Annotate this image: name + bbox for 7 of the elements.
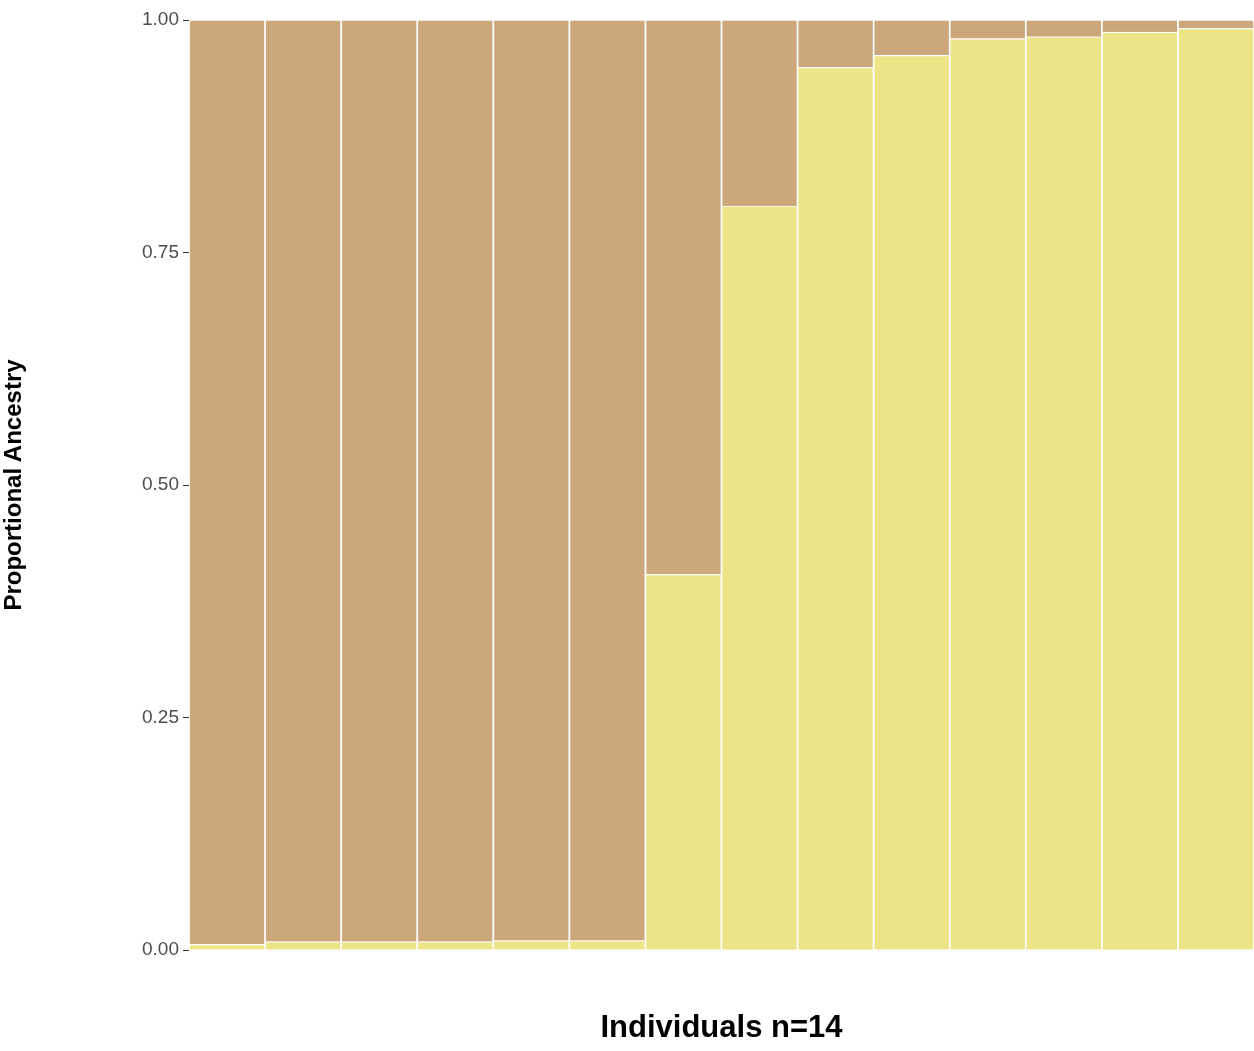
y-tick-label: 0.50 [142, 473, 179, 495]
y-axis-title: Proportional Ancestry [0, 358, 27, 611]
y-tick-label: 0.75 [142, 240, 179, 262]
y-tick-label: 0.25 [142, 705, 179, 727]
y-tick-label: 0.00 [142, 938, 179, 960]
y-tick-label: 1.00 [142, 8, 179, 30]
x-axis-title: Individuals n=14 [600, 1008, 844, 1044]
